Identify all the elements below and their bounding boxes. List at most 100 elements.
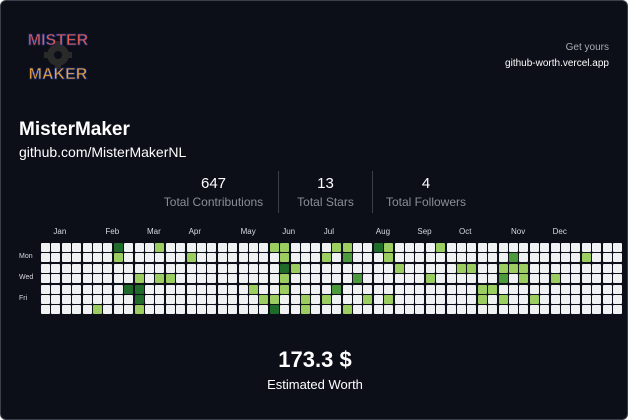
contribution-cell (581, 295, 591, 304)
contribution-cell (41, 295, 50, 304)
contribution-cell (311, 263, 321, 273)
contribution-cell (467, 243, 477, 252)
contribution-cell (394, 263, 404, 273)
contribution-cell (561, 295, 570, 304)
contribution-cell (51, 305, 61, 315)
contribution-cell (415, 263, 425, 273)
contribution-cell (165, 284, 175, 294)
contribution-cell (425, 263, 435, 273)
contribution-cell (217, 305, 227, 315)
contribution-cell (405, 295, 414, 304)
contribution-cell (592, 284, 602, 294)
contribution-cell (103, 263, 113, 273)
month-label: Jul (323, 227, 335, 236)
contribution-cell (581, 284, 591, 294)
contribution-cell (186, 263, 196, 273)
contribution-cell (436, 243, 446, 252)
contribution-cell (113, 263, 123, 273)
profile-link[interactable]: github.com/MisterMakerNL (19, 144, 187, 160)
contribution-cell (259, 253, 269, 263)
contribution-cell (384, 284, 394, 294)
contribution-cell (550, 274, 560, 284)
estimated-worth-label: Estimated Worth (267, 377, 363, 392)
contribution-cell (467, 305, 477, 315)
contribution-cell (353, 263, 362, 273)
contribution-cell (217, 295, 227, 304)
promo-link[interactable]: github-worth.vercel.app (505, 58, 609, 69)
contribution-cell (425, 284, 435, 294)
contribution-cell (217, 253, 227, 263)
contribution-cell (394, 295, 404, 304)
contribution-cell (467, 274, 477, 284)
contribution-cell (238, 243, 248, 252)
contribution-cell (613, 263, 622, 273)
contribution-cell (405, 274, 414, 284)
contribution-cell (280, 284, 290, 294)
contribution-cell (405, 263, 414, 273)
contribution-cell (363, 243, 373, 252)
contribution-cell (425, 253, 435, 263)
mister-maker-logo: MISTER MAKER (27, 32, 89, 84)
contribution-cell (269, 284, 279, 294)
contribution-cell (134, 284, 144, 294)
month-label: Mar (147, 227, 161, 236)
contribution-cell (186, 253, 196, 263)
month-label: Aug (375, 227, 391, 236)
contribution-cell (269, 274, 279, 284)
contribution-cell (311, 295, 321, 304)
month-label: Jun (282, 227, 296, 236)
contribution-cell (592, 274, 602, 284)
contribution-cell (342, 295, 352, 304)
contribution-cell (228, 305, 238, 315)
contribution-cell (498, 305, 508, 315)
contribution-cell (228, 284, 238, 294)
contribution-cell (113, 295, 123, 304)
contribution-cell (571, 243, 581, 252)
contribution-cell (41, 284, 50, 294)
contribution-cell (415, 295, 425, 304)
contribution-cell (176, 305, 186, 315)
contribution-cell (311, 274, 321, 284)
contribution-cell (301, 274, 310, 284)
contribution-cell (353, 305, 362, 315)
contribution-cell (342, 263, 352, 273)
contribution-cell (550, 253, 560, 263)
contribution-cell (124, 305, 134, 315)
contribution-cell (571, 305, 581, 315)
contribution-cell (353, 284, 362, 294)
contribution-cell (342, 305, 352, 315)
stat-value: 647 (200, 175, 227, 192)
contribution-cell (259, 263, 269, 273)
contribution-cell (155, 284, 165, 294)
contribution-cell (41, 253, 50, 263)
contribution-cell (217, 263, 227, 273)
contribution-cell (249, 274, 258, 284)
stats-row: 647 Total Contributions 13 Total Stars 4… (149, 169, 479, 215)
contribution-cell (51, 284, 61, 294)
contribution-cell (415, 253, 425, 263)
month-label: May (240, 227, 256, 236)
contribution-cell (436, 305, 446, 315)
contribution-cell (529, 263, 539, 273)
month-label: Jan (53, 227, 67, 236)
contribution-cell (103, 253, 113, 263)
contribution-cell (509, 263, 518, 273)
contribution-cell (561, 253, 570, 263)
contribution-cell (290, 253, 300, 263)
contribution-cell (373, 243, 383, 252)
month-label: Dec (552, 227, 567, 236)
contribution-cell (197, 284, 206, 294)
contribution-cell (217, 243, 227, 252)
contribution-cell (290, 274, 300, 284)
contribution-cell (259, 243, 269, 252)
contribution-cell (467, 295, 477, 304)
contribution-cell (259, 295, 269, 304)
contribution-cell (353, 243, 362, 252)
contribution-cell (353, 295, 362, 304)
contribution-cell (165, 274, 175, 284)
contribution-cell (613, 274, 622, 284)
contribution-cell (457, 284, 466, 294)
contribution-cell (519, 274, 529, 284)
contribution-cell (82, 274, 92, 284)
stat-label: Total Followers (385, 195, 467, 209)
